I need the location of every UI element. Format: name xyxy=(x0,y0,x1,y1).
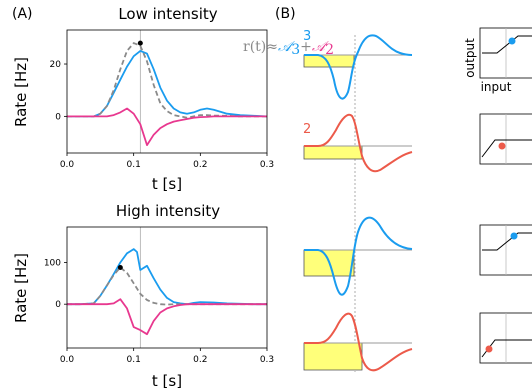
series-line-2 xyxy=(67,298,267,336)
row-label-2: 2 xyxy=(303,122,311,137)
y-axis-label-low: Rate [Hz] xyxy=(12,57,30,127)
y-tick-label: 0 xyxy=(55,300,61,310)
io-plot-1 xyxy=(479,113,532,165)
x-tick-label: 0.2 xyxy=(193,355,207,365)
x-tick-label: 0.2 xyxy=(193,160,207,170)
response-curve-1 xyxy=(304,113,413,173)
y-tick-label: 20 xyxy=(50,60,62,70)
formula-plus: + xyxy=(300,39,312,55)
peak-marker xyxy=(117,264,123,270)
stimulus-box-1 xyxy=(303,145,363,160)
formula-term2: 𝒜 xyxy=(312,39,329,55)
series-line-0 xyxy=(67,50,268,118)
io-point-2 xyxy=(510,232,518,240)
response-curve-3 xyxy=(304,312,413,372)
y-tick-label: 0 xyxy=(55,112,61,122)
y-tick-label: 100 xyxy=(44,258,61,268)
series-line-1 xyxy=(67,266,267,306)
row-label-3: 3 xyxy=(303,29,311,44)
formula-annotation: r(t)≈𝒜3+𝒜2 xyxy=(243,39,334,58)
formula-term1: 𝒜 xyxy=(278,39,295,55)
series-line-1 xyxy=(67,42,267,119)
x-tick-label: 0.1 xyxy=(127,355,141,365)
io-y-label: output xyxy=(463,38,477,78)
diagram-panel-b: 3 2 output input xyxy=(303,27,532,372)
series-line-2 xyxy=(67,107,267,147)
x-tick-label: 0.3 xyxy=(260,160,274,170)
plot-frame-high xyxy=(66,226,268,349)
io-x-label: input xyxy=(481,80,512,94)
stimulus-box-3 xyxy=(303,342,363,371)
series-line-0 xyxy=(67,248,267,306)
plot-frame-low xyxy=(66,29,268,154)
panel-b-label: (B) xyxy=(275,6,296,22)
io-point-3 xyxy=(485,345,493,353)
x-tick-label: 0.0 xyxy=(60,160,75,170)
x-axis-label-high: t [s] xyxy=(152,372,182,390)
x-axis-label-low: t [s] xyxy=(152,175,182,193)
formula-sub1: 3 xyxy=(291,42,300,58)
chart-title-high: High intensity xyxy=(116,202,220,220)
x-tick-label: 0.1 xyxy=(127,160,141,170)
chart-high-intensity: High intensity 0.0 0.1 0.2 0.3 0 100 Rate [Hz… xyxy=(12,202,274,390)
response-curve-0 xyxy=(304,34,413,100)
chart-title-low: Low intensity xyxy=(118,5,217,23)
peak-marker xyxy=(137,40,143,46)
response-curve-2 xyxy=(304,216,413,296)
io-plot-0: output input xyxy=(463,27,532,94)
x-tick-label: 0.3 xyxy=(260,355,274,365)
x-tick-label: 0.0 xyxy=(60,355,75,365)
panel-a-label: (A) xyxy=(12,6,33,22)
io-plot-3 xyxy=(479,312,532,364)
io-point-1 xyxy=(498,142,506,150)
formula-lhs: r(t)≈ xyxy=(243,39,278,55)
formula-sub2: 2 xyxy=(325,42,334,58)
io-point-0 xyxy=(508,37,516,45)
io-plot-2 xyxy=(479,224,532,276)
y-axis-label-high: Rate [Hz] xyxy=(12,253,30,323)
